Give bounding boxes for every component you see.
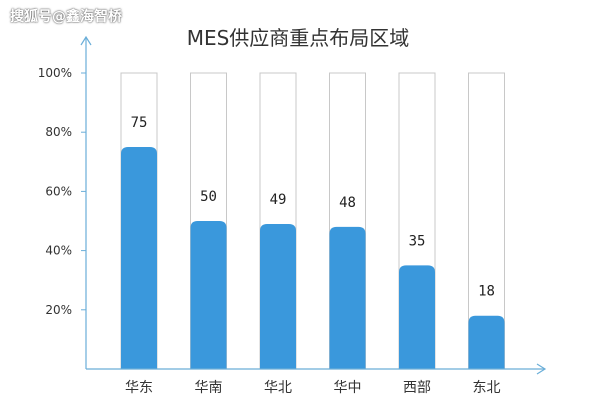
- y-axis-arrow: [80, 35, 92, 46]
- y-tick-label-2: 40%: [45, 244, 72, 258]
- y-tick-label-1: 20%: [45, 303, 72, 317]
- x-tick-label-2: 华南: [195, 380, 223, 396]
- data-label-3: 49: [270, 192, 287, 208]
- x-tick-label-4: 华中: [334, 380, 362, 396]
- bar-2: [190, 221, 227, 369]
- data-label-2: 50: [200, 189, 217, 205]
- chart-title: MES供应商重点布局区域: [186, 26, 410, 50]
- data-label-1: 75: [131, 115, 148, 131]
- y-tick-label-3: 60%: [45, 184, 72, 198]
- bar-1: [121, 147, 157, 369]
- x-axis-arrow: [536, 363, 547, 375]
- x-tick-label-5: 西部: [403, 380, 431, 396]
- x-tick-label-1: 华东: [125, 380, 153, 396]
- data-label-4: 48: [339, 195, 356, 211]
- data-label-6: 18: [478, 284, 495, 300]
- y-tick-label-4: 80%: [45, 125, 72, 139]
- bar-4: [329, 226, 366, 369]
- bar-5: [399, 265, 435, 369]
- data-label-5: 35: [409, 233, 426, 249]
- bar-3: [260, 223, 296, 369]
- y-tick-label-5: 100%: [38, 66, 72, 80]
- watermark: 搜狐号@鑫海智桥: [10, 9, 122, 25]
- x-tick-label-3: 华北: [264, 380, 292, 396]
- x-tick-label-6: 东北: [473, 380, 501, 396]
- bar-6: [468, 315, 505, 369]
